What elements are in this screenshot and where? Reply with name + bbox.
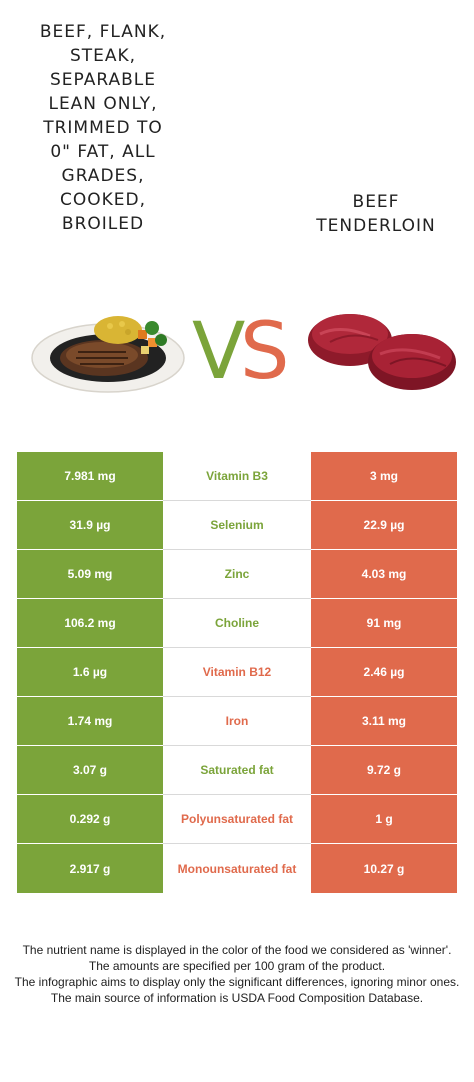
left-value: 31.9 µg <box>17 501 163 550</box>
left-value: 2.917 g <box>17 844 163 893</box>
right-value: 22.9 µg <box>311 501 457 550</box>
nutrient-name: Saturated fat <box>163 746 311 795</box>
table-row: 31.9 µg Selenium 22.9 µg <box>17 501 457 550</box>
nutrient-name: Polyunsaturated fat <box>163 795 311 844</box>
table-row: 1.6 µg Vitamin B12 2.46 µg <box>17 648 457 697</box>
nutrient-name: Monounsaturated fat <box>163 844 311 893</box>
footer-notes: The nutrient name is displayed in the co… <box>12 942 462 1006</box>
right-value: 9.72 g <box>311 746 457 795</box>
right-value: 91 mg <box>311 599 457 648</box>
table-row: 5.09 mg Zinc 4.03 mg <box>17 550 457 599</box>
nutrient-name: Vitamin B12 <box>163 648 311 697</box>
table-row: 106.2 mg Choline 91 mg <box>17 599 457 648</box>
footer-line: The infographic aims to display only the… <box>14 975 460 989</box>
right-value: 1 g <box>311 795 457 844</box>
nutrient-name: Choline <box>163 599 311 648</box>
left-value: 106.2 mg <box>17 599 163 648</box>
table-row: 1.74 mg Iron 3.11 mg <box>17 697 457 746</box>
nutrient-name: Zinc <box>163 550 311 599</box>
right-value: 3 mg <box>311 452 457 501</box>
table-row: 0.292 g Polyunsaturated fat 1 g <box>17 795 457 844</box>
nutrient-name: Iron <box>163 697 311 746</box>
table-row: 3.07 g Saturated fat 9.72 g <box>17 746 457 795</box>
vs-logo: V S <box>192 307 286 390</box>
left-value: 3.07 g <box>17 746 163 795</box>
nutrient-name: Selenium <box>163 501 311 550</box>
left-value: 1.74 mg <box>17 697 163 746</box>
footer-line: The amounts are specified per 100 gram o… <box>88 959 386 973</box>
right-value: 10.27 g <box>311 844 457 893</box>
footer-line: The nutrient name is displayed in the co… <box>22 943 452 957</box>
vs-v: V <box>192 307 245 390</box>
right-value: 4.03 mg <box>311 550 457 599</box>
right-value: 2.46 µg <box>311 648 457 697</box>
vs-s: S <box>240 307 286 390</box>
right-value: 3.11 mg <box>311 697 457 746</box>
left-value: 5.09 mg <box>17 550 163 599</box>
beef-tenderloin-image <box>308 314 456 390</box>
table-row: 2.917 g Monounsaturated fat 10.27 g <box>17 844 457 893</box>
flank-steak-image <box>31 316 185 393</box>
nutrient-name: Vitamin B3 <box>163 452 311 501</box>
left-value: 7.981 mg <box>17 452 163 501</box>
comparison-table: 7.981 mg Vitamin B3 3 mg 31.9 µg Selenium 22.… <box>17 452 457 893</box>
footer-line: The main source of information is USDA F… <box>50 991 424 1005</box>
table-row: 7.981 mg Vitamin B3 3 mg <box>17 452 457 501</box>
left-food-title: BEEF, FLANK, STEAK, SEPARABLE LEAN ONLY,… <box>39 22 167 234</box>
right-food-title: BEEF TENDERLOIN <box>316 192 436 236</box>
left-value: 0.292 g <box>17 795 163 844</box>
left-value: 1.6 µg <box>17 648 163 697</box>
